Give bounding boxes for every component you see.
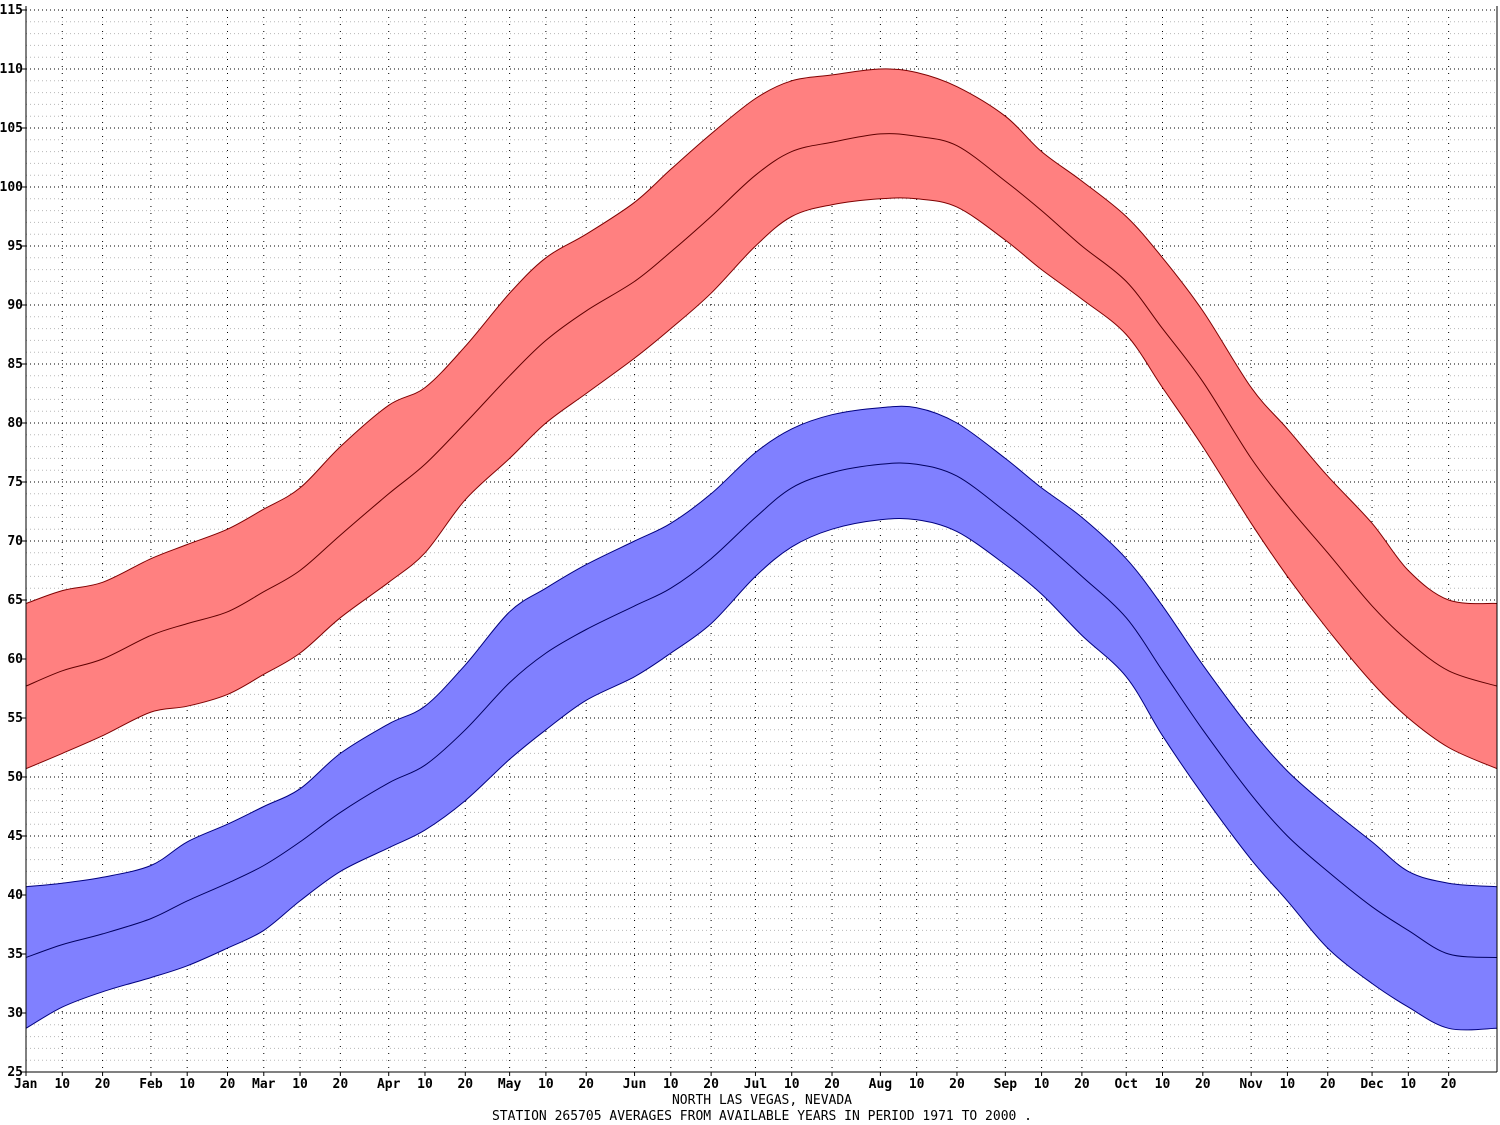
y-tick-label: 65: [7, 593, 23, 608]
x-tick-label: Feb: [139, 1077, 163, 1092]
y-tick-label: 45: [7, 829, 23, 844]
y-tick-label: 85: [7, 357, 23, 372]
x-tick-label: 10: [54, 1077, 70, 1092]
y-axis-ticks: 25 30 35 40 45 50 55 60 65 70 75 80 85 90 95 100 105 110 1…: [0, 3, 26, 1080]
x-tick-label: Sep: [994, 1077, 1018, 1092]
x-tick-label: 10: [784, 1077, 800, 1092]
x-tick-label: 20: [1074, 1077, 1090, 1092]
x-tick-label: Mar: [252, 1077, 276, 1092]
x-tick-label: 20: [824, 1077, 840, 1092]
x-tick-label: 10: [179, 1077, 195, 1092]
y-tick-label: 60: [7, 652, 23, 667]
high-band-lower-edge: [25, 197, 1498, 770]
low-temperature-mean-line: [25, 462, 1498, 958]
y-tick-label: 115: [0, 3, 23, 18]
x-tick-label: 10: [909, 1077, 925, 1092]
chart-caption-station-name: NORTH LAS VEGAS, NEVADA: [672, 1093, 852, 1108]
x-tick-label: 10: [292, 1077, 308, 1092]
x-tick-label: Apr: [377, 1077, 401, 1092]
y-tick-label: 80: [7, 416, 23, 431]
x-tick-label: 10: [663, 1077, 679, 1092]
y-tick-label: 40: [7, 888, 23, 903]
y-tick-label: 105: [0, 121, 23, 136]
y-tick-label: 110: [0, 62, 23, 77]
x-tick-label: 20: [1195, 1077, 1211, 1092]
x-tick-label: 20: [578, 1077, 594, 1092]
y-tick-label: 50: [7, 770, 23, 785]
x-tick-label: 10: [1401, 1077, 1417, 1092]
x-tick-label: 10: [1155, 1077, 1171, 1092]
y-tick-label: 30: [7, 1006, 23, 1021]
x-tick-label: 20: [949, 1077, 965, 1092]
axes: [25, 6, 1498, 1073]
x-tick-label: 10: [1034, 1077, 1050, 1092]
high-band-upper-edge: [25, 68, 1498, 605]
x-tick-label: Nov: [1239, 1077, 1263, 1092]
y-tick-label: 70: [7, 534, 23, 549]
x-tick-label: 20: [703, 1077, 719, 1092]
x-tick-label: Jun: [623, 1077, 646, 1092]
y-tick-label: 90: [7, 298, 23, 313]
x-tick-label: Jul: [744, 1077, 767, 1092]
high-temperature-mean-line: [25, 133, 1498, 687]
x-tick-label: 20: [95, 1077, 111, 1092]
low-band-upper-edge: [25, 405, 1498, 888]
x-tick-label: 20: [457, 1077, 473, 1092]
x-axis-ticks: Jan 10 20 Feb 10 20 Mar 10 20 Apr 10 20 May 10 20 Jun 10…: [14, 1072, 1457, 1092]
x-tick-label: Aug: [869, 1077, 892, 1092]
x-tick-label: 20: [333, 1077, 349, 1092]
x-tick-label: 10: [417, 1077, 433, 1092]
x-tick-label: 20: [220, 1077, 236, 1092]
x-tick-label: Dec: [1360, 1077, 1383, 1092]
y-tick-label: 100: [0, 180, 23, 195]
x-tick-label: 10: [538, 1077, 554, 1092]
chart-caption-period: STATION 265705 AVERAGES FROM AVAILABLE Y…: [492, 1109, 1032, 1124]
x-tick-label: May: [498, 1077, 522, 1092]
x-tick-label: 10: [1280, 1077, 1296, 1092]
x-tick-label: 20: [1441, 1077, 1457, 1092]
bands: [25, 68, 1498, 1031]
x-tick-label: 20: [1320, 1077, 1336, 1092]
y-tick-label: 25: [7, 1065, 23, 1080]
x-tick-label: Jan: [14, 1077, 37, 1092]
y-tick-label: 95: [7, 239, 23, 254]
low-band-lower-edge: [25, 517, 1498, 1031]
y-tick-label: 35: [7, 947, 23, 962]
x-tick-label: Oct: [1114, 1077, 1137, 1092]
y-tick-label: 75: [7, 475, 23, 490]
high-temperature-band: [26, 68, 1497, 769]
y-tick-label: 55: [7, 711, 23, 726]
